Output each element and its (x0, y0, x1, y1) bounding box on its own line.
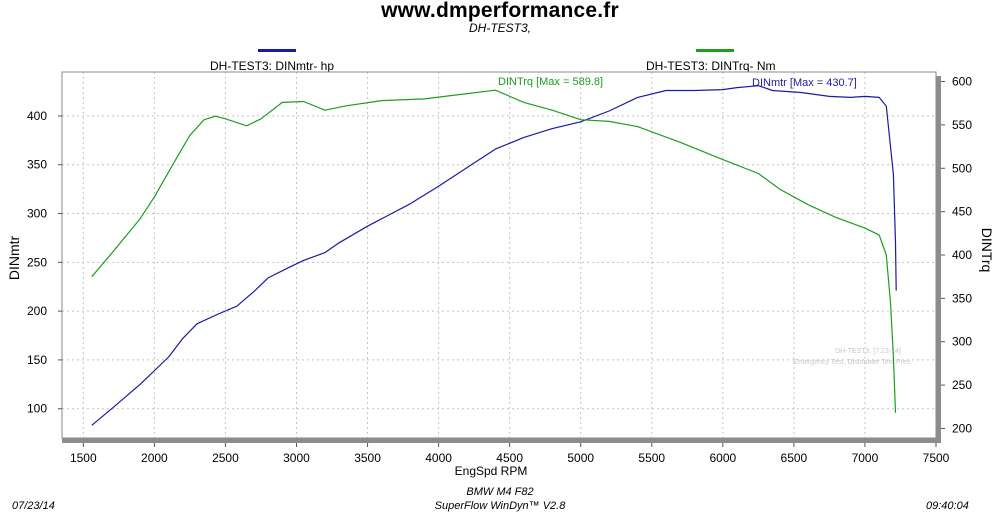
legend-label-power: DH-TEST3: DINmtr- hp (210, 59, 335, 73)
y-left-tick-label-4: 300 (27, 207, 47, 221)
x-tick-label-0: 1500 (70, 451, 97, 465)
plot-area (62, 72, 936, 438)
power-max-annotation: DINmtr [Max = 430.7] (752, 77, 857, 89)
plot-right-bevel (936, 76, 941, 443)
left-axis-ticks: 100 150 200 250 300 350 400 (27, 109, 62, 416)
site-title: www.dmperformance.fr (381, 0, 619, 22)
series-line-power (91, 85, 897, 426)
x-axis-label: EngSpd RPM (455, 464, 528, 478)
x-tick-label-9: 6000 (709, 451, 736, 465)
y-right-tick-label-3: 350 (952, 291, 972, 305)
torque-max-annotation: DINTrq [Max = 589.8] (498, 76, 603, 88)
plot-bottom-bevel (62, 438, 938, 443)
x-tick-label-5: 4000 (425, 451, 452, 465)
legend-swatch-torque (696, 49, 734, 52)
footer-vehicle: BMW M4 F82 (466, 486, 534, 498)
x-tick-label-8: 5500 (638, 451, 665, 465)
legend-label-torque: DH-TEST3: DINTrq- Nm (646, 59, 776, 73)
x-tick-label-3: 3000 (283, 451, 310, 465)
x-axis-ticks: 1500 2000 2500 3000 3500 4000 4500 5000 5500 6000… (70, 443, 950, 465)
y-right-tick-label-7: 550 (952, 118, 972, 132)
watermark-line2: Emergency Test, Distonater Test Pres (794, 359, 911, 366)
y-right-axis-label: DINTrq (979, 228, 995, 273)
watermark-line1: DH-TEST3, [7.23-14] (835, 348, 901, 355)
y-left-tick-label-2: 200 (27, 304, 47, 318)
y-right-tick-label-6: 500 (952, 161, 972, 175)
y-left-tick-label-1: 150 (27, 353, 47, 367)
x-tick-label-11: 7000 (852, 451, 879, 465)
legend-swatch-power (258, 49, 296, 52)
y-left-tick-label-6: 400 (27, 109, 47, 123)
y-right-tick-label-2: 300 (952, 335, 972, 349)
grid-lines (62, 72, 936, 438)
y-right-tick-label-5: 450 (952, 205, 972, 219)
x-tick-label-10: 6500 (781, 451, 808, 465)
y-right-tick-label-0: 200 (952, 421, 972, 435)
footer-software: SuperFlow WinDyn™ V2.8 (434, 500, 566, 512)
y-right-tick-label-4: 400 (952, 248, 972, 262)
run-subtitle: DH-TEST3, (468, 21, 531, 35)
x-tick-label-7: 5000 (567, 451, 594, 465)
series-line-torque (91, 89, 897, 413)
footer-date: 07/23/14 (12, 500, 55, 512)
x-tick-label-6: 4500 (496, 451, 523, 465)
footer-time: 09:40:04 (926, 500, 969, 512)
x-tick-label-4: 3500 (354, 451, 381, 465)
x-tick-label-12: 7500 (923, 451, 950, 465)
right-axis-ticks: 200 250 300 350 400 450 500 550 600 (941, 75, 972, 435)
y-left-tick-label-3: 250 (27, 255, 47, 269)
y-right-tick-label-1: 250 (952, 378, 972, 392)
x-tick-label-2: 2500 (212, 451, 239, 465)
y-left-tick-label-5: 350 (27, 158, 47, 172)
y-right-tick-label-8: 600 (952, 75, 972, 89)
series-lines (91, 85, 897, 426)
watermark: DH-TEST3, [7.23-14] Emergency Test, Dist… (794, 348, 911, 366)
y-left-axis-label: DINmtr (6, 236, 22, 281)
x-tick-label-1: 2000 (141, 451, 168, 465)
y-left-tick-label-0: 100 (27, 402, 47, 416)
